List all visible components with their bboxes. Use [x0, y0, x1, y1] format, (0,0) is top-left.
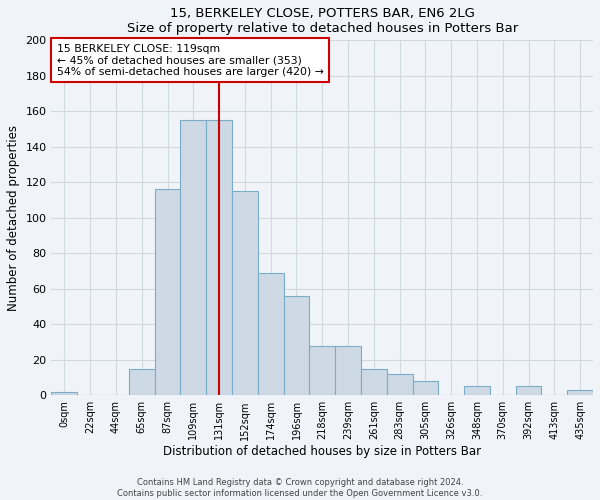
X-axis label: Distribution of detached houses by size in Potters Bar: Distribution of detached houses by size …	[163, 445, 481, 458]
Bar	[464, 386, 490, 396]
Bar	[387, 374, 413, 396]
Bar	[258, 273, 284, 396]
Title: 15, BERKELEY CLOSE, POTTERS BAR, EN6 2LG
Size of property relative to detached h: 15, BERKELEY CLOSE, POTTERS BAR, EN6 2LG…	[127, 7, 518, 35]
Bar	[284, 296, 310, 396]
Bar	[310, 346, 335, 396]
Text: 15 BERKELEY CLOSE: 119sqm
← 45% of detached houses are smaller (353)
54% of semi: 15 BERKELEY CLOSE: 119sqm ← 45% of detac…	[57, 44, 324, 77]
Y-axis label: Number of detached properties: Number of detached properties	[7, 125, 20, 311]
Bar	[52, 392, 77, 396]
Bar	[335, 346, 361, 396]
Text: Contains HM Land Registry data © Crown copyright and database right 2024.
Contai: Contains HM Land Registry data © Crown c…	[118, 478, 482, 498]
Bar	[232, 191, 258, 396]
Bar	[361, 368, 387, 396]
Bar	[129, 368, 155, 396]
Bar	[155, 190, 181, 396]
Bar	[567, 390, 593, 396]
Bar	[413, 381, 439, 396]
Bar	[181, 120, 206, 396]
Bar	[206, 120, 232, 396]
Bar	[515, 386, 541, 396]
